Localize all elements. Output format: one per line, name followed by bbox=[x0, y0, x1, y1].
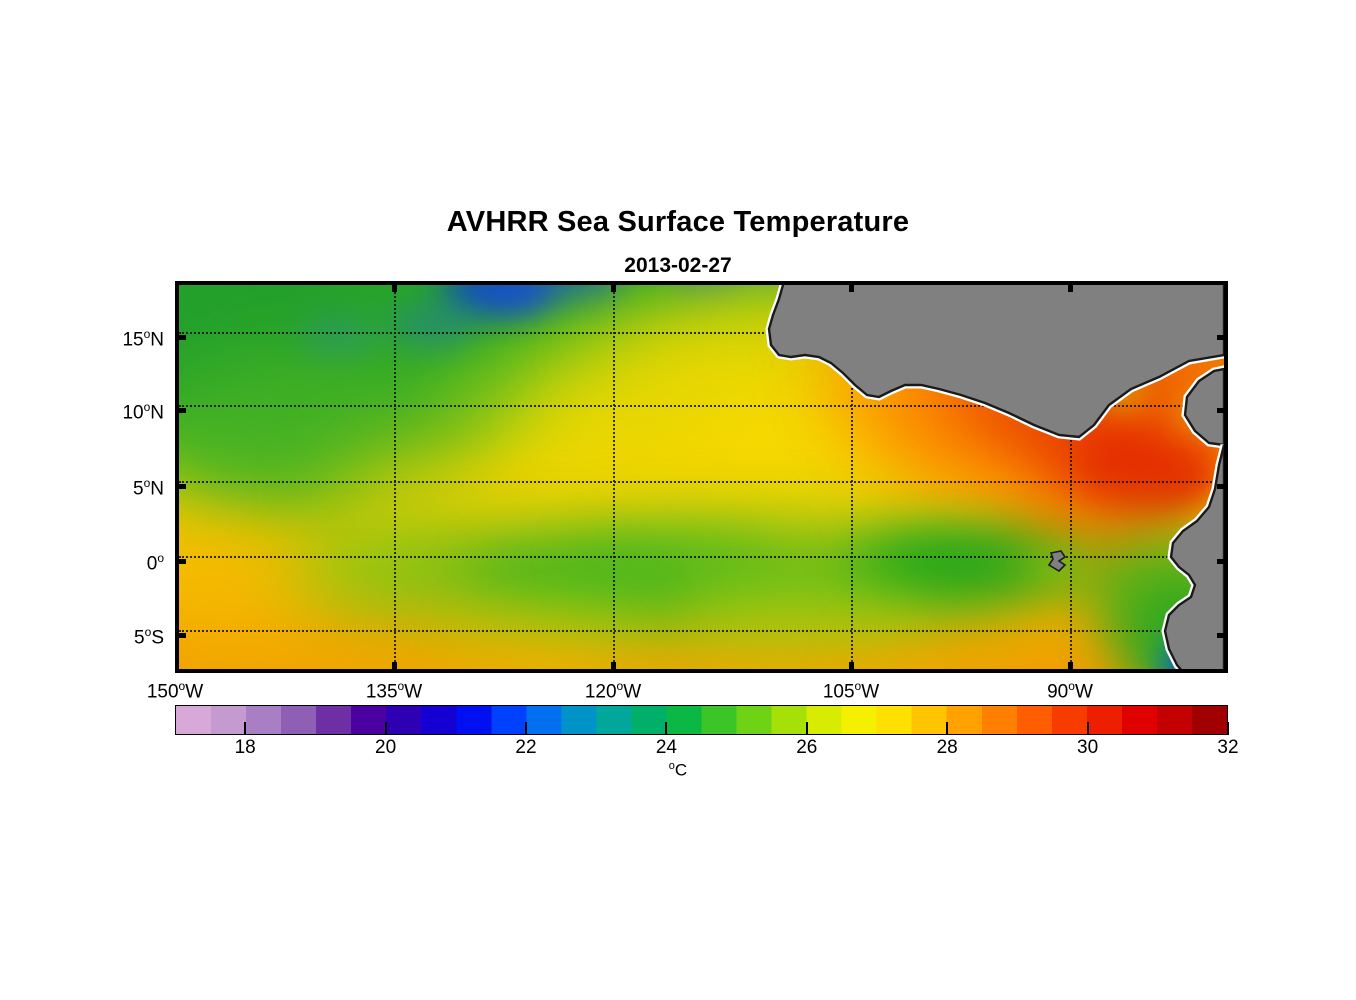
x-tick-label-150w: 150oW bbox=[146, 679, 204, 703]
y-tick-mark bbox=[175, 484, 186, 489]
figure-date-subtitle: 2013-02-27 bbox=[624, 254, 732, 277]
gridline-lon-120w bbox=[613, 285, 615, 669]
y-tick-label-5s: 5oS bbox=[134, 625, 164, 649]
colorbar-tick-marks bbox=[175, 705, 1229, 735]
gridline-lat-10n bbox=[179, 405, 1224, 407]
gridline-lat-0 bbox=[179, 556, 1224, 558]
x-tick-label-90w: 90oW bbox=[1047, 679, 1093, 703]
map-gridlines bbox=[179, 285, 1224, 669]
y-tick-mark bbox=[175, 408, 186, 413]
y-tick-mark-right bbox=[1217, 408, 1228, 413]
x-tick-label-120w: 120oW bbox=[584, 679, 642, 703]
colorbar-tick bbox=[1086, 722, 1089, 735]
x-tick-label-135w: 135oW bbox=[365, 679, 423, 703]
y-tick-mark bbox=[175, 633, 186, 638]
colorbar-tick-label: 30 bbox=[1077, 737, 1099, 758]
colorbar-tick-label: 22 bbox=[515, 737, 537, 758]
colorbar-tick bbox=[1227, 722, 1229, 735]
y-tick-label-10n: 10oN bbox=[122, 400, 164, 424]
gridline-lon-135w bbox=[394, 285, 396, 669]
x-tick-mark bbox=[392, 662, 397, 673]
colorbar-tick bbox=[244, 722, 247, 735]
colorbar-tick-label: 28 bbox=[936, 737, 958, 758]
colorbar-tick bbox=[524, 722, 527, 735]
colorbar-unit-label: oC bbox=[668, 760, 688, 780]
colorbar-tick bbox=[946, 722, 949, 735]
y-tick-mark-right bbox=[1217, 633, 1228, 638]
y-tick-label-0: 0o bbox=[146, 551, 164, 575]
gridline-lon-105w bbox=[851, 285, 853, 669]
y-tick-label-15n: 15oN bbox=[122, 327, 164, 351]
sst-map-panel[interactable] bbox=[175, 281, 1228, 673]
y-tick-mark bbox=[175, 335, 186, 340]
colorbar-tick-label: 26 bbox=[796, 737, 818, 758]
gridline-lat-5n bbox=[179, 481, 1224, 483]
colorbar-tick bbox=[805, 722, 808, 735]
colorbar-tick-label: 32 bbox=[1217, 737, 1239, 758]
x-tick-mark bbox=[1068, 662, 1073, 673]
y-tick-mark-right bbox=[1217, 559, 1228, 564]
x-tick-mark-top bbox=[392, 281, 397, 292]
x-tick-mark-top bbox=[611, 281, 616, 292]
colorbar-tick-label: 24 bbox=[655, 737, 677, 758]
colorbar[interactable] bbox=[175, 705, 1229, 735]
gridline-lat-5s bbox=[179, 630, 1224, 632]
x-tick-mark bbox=[849, 662, 854, 673]
x-tick-mark-top bbox=[1068, 281, 1073, 292]
y-tick-label-5n: 5oN bbox=[133, 476, 164, 500]
colorbar-tick bbox=[665, 722, 668, 735]
x-tick-mark-top bbox=[849, 281, 854, 292]
page-title: AVHRR Sea Surface Temperature bbox=[446, 206, 910, 238]
gridline-lon-90w bbox=[1070, 285, 1072, 669]
land-mask-layer bbox=[765, 285, 1224, 669]
colorbar-tick-label: 18 bbox=[234, 737, 256, 758]
x-tick-mark bbox=[611, 662, 616, 673]
colorbar-tick-labels: 18 20 22 24 26 28 30 32 bbox=[175, 737, 1239, 763]
galapagos-islands-landmass bbox=[1047, 550, 1067, 573]
gridline-lat-15n bbox=[179, 332, 1224, 334]
y-tick-mark-right bbox=[1217, 335, 1228, 340]
y-tick-mark-right bbox=[1217, 484, 1228, 489]
x-tick-label-105w: 105oW bbox=[822, 679, 880, 703]
y-tick-mark bbox=[175, 559, 186, 564]
colorbar-tick-label: 20 bbox=[375, 737, 397, 758]
colorbar-tick bbox=[384, 722, 387, 735]
colorbar-gradient bbox=[175, 705, 1228, 735]
